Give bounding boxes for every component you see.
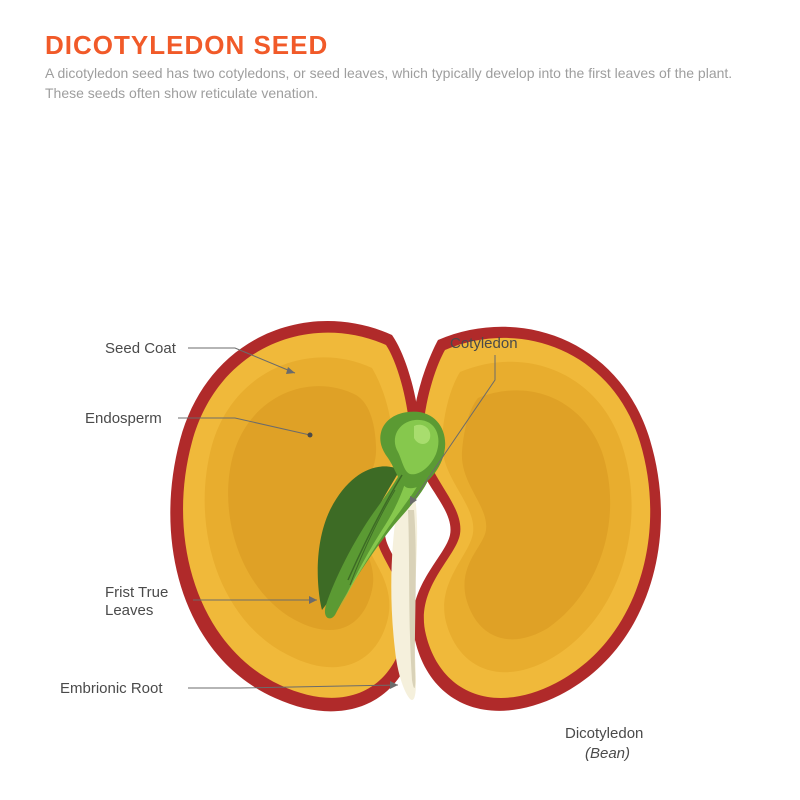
label-embryonic-root: Embrionic Root (60, 680, 163, 697)
label-true-leaves-l2: Leaves (105, 602, 153, 619)
label-seed-coat: Seed Coat (105, 340, 176, 357)
page-subtitle: A dicotyledon seed has two cotyledons, o… (45, 64, 755, 103)
right-cotyledon (412, 327, 661, 711)
page-title: DICOTYLEDON SEED (45, 30, 328, 61)
label-true-leaves: Frist True Leaves (105, 584, 168, 620)
caption-line2: (Bean) (585, 745, 630, 762)
label-endosperm: Endosperm (85, 410, 162, 427)
seed-diagram: Seed Coat Cotyledon Endosperm Frist True… (0, 140, 800, 760)
label-true-leaves-l1: Frist True (105, 584, 168, 601)
caption-line1: Dicotyledon (565, 725, 643, 742)
label-cotyledon: Cotyledon (450, 335, 518, 352)
